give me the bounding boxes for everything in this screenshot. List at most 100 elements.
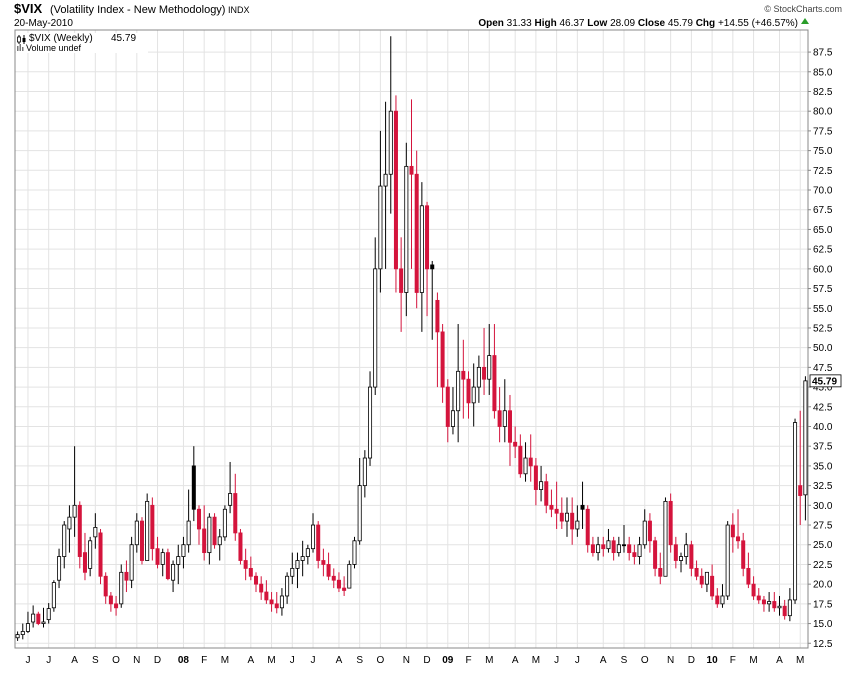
candle-body (155, 548, 160, 565)
x-tick-label: A (512, 655, 519, 666)
x-tick-label: A (600, 655, 607, 666)
y-tick-label: 45.0 (813, 383, 833, 394)
x-tick-label: J (25, 655, 30, 666)
x-tick-label: N (667, 655, 674, 666)
candle-body (704, 571, 709, 585)
candle-body (404, 165, 409, 293)
candle-body (212, 516, 217, 546)
quote-label: Open (478, 18, 504, 29)
candle-body (196, 508, 202, 530)
candle-body (596, 544, 601, 554)
candle-body (756, 595, 761, 601)
candle-body (326, 564, 331, 577)
candle-body (20, 631, 25, 635)
candle-body (331, 575, 336, 581)
candle-body (772, 601, 777, 609)
candle-body (77, 504, 82, 557)
y-tick-label: 32.5 (813, 481, 833, 492)
candle-body (570, 512, 575, 530)
volume-icon (17, 44, 24, 51)
y-tick-label: 20.0 (813, 580, 833, 591)
candle-body (119, 571, 124, 605)
chart-subtitle: (Volatility Index - New Methodology) (50, 4, 225, 16)
y-tick-label: 52.5 (813, 323, 833, 334)
candle-body (228, 493, 233, 506)
candle-body (295, 560, 300, 569)
y-tick-label: 15.0 (813, 619, 833, 630)
candle-body (160, 552, 165, 565)
candle-body (642, 520, 647, 546)
candle-body (616, 544, 621, 554)
x-tick-label: A (71, 655, 78, 666)
candle-body (793, 422, 798, 601)
candle-body (627, 544, 632, 554)
x-tick-label: M (532, 655, 540, 666)
candle-body (658, 567, 663, 577)
candle-body (456, 370, 461, 412)
candle-body (316, 524, 321, 561)
candle-body (419, 205, 424, 293)
x-tick-label: O (112, 655, 120, 666)
y-tick-label: 57.5 (813, 284, 833, 295)
x-tick-label: A (247, 655, 254, 666)
candle-body (715, 595, 720, 605)
candle-body (746, 567, 751, 585)
legend-bg (16, 33, 148, 53)
candle-body (409, 165, 414, 175)
candle-body (482, 366, 487, 380)
candle-body (254, 575, 259, 585)
candle-body (248, 567, 253, 577)
y-tick-label: 62.5 (813, 245, 833, 256)
candle-body (539, 481, 544, 490)
candle-body (435, 299, 440, 333)
y-tick-label: 80.0 (813, 107, 833, 118)
candle-body (150, 504, 155, 550)
candle-body (108, 595, 113, 605)
y-tick-label: 35.0 (813, 461, 833, 472)
candle-body (507, 410, 512, 443)
volume-label: Volume undef (26, 43, 82, 53)
candle-body (523, 457, 528, 475)
x-tick-label: M (267, 655, 275, 666)
candle-body (98, 532, 103, 577)
candle-body (533, 465, 538, 490)
candle-body (62, 524, 67, 557)
candle-body (259, 583, 264, 593)
y-tick-label: 77.5 (813, 126, 833, 137)
candle-body (321, 560, 326, 565)
candle-body (647, 520, 652, 542)
candle-body (720, 595, 725, 605)
candle-body (57, 556, 62, 581)
y-tick-label: 85.0 (813, 67, 833, 78)
candle-body (575, 520, 580, 530)
candle-body (181, 544, 186, 557)
quote-label: High (534, 18, 556, 29)
x-tick-label: M (796, 655, 804, 666)
candle-body (373, 268, 378, 388)
candle-body (590, 544, 595, 554)
candle-body (694, 567, 699, 577)
x-tick-label: 08 (178, 655, 190, 666)
y-tick-label: 72.5 (813, 166, 833, 177)
candle-body (347, 564, 352, 589)
candle-body (41, 621, 46, 624)
candle-body (580, 504, 585, 510)
candle-body (445, 386, 450, 427)
x-tick-label: M (485, 655, 493, 666)
candle-body (88, 540, 93, 569)
y-tick-label: 47.5 (813, 363, 833, 374)
x-tick-label: F (201, 655, 207, 666)
quote-line: Open 31.33 High 46.37 Low 28.09 Close 45… (478, 18, 798, 29)
candle-body (689, 544, 694, 569)
x-tick-label: 10 (707, 655, 719, 666)
candle-body (243, 560, 248, 569)
candle-body (25, 623, 30, 632)
candle-body (476, 366, 481, 388)
legend-icon (17, 35, 26, 44)
candle-body (601, 544, 606, 550)
legend-value: 45.79 (111, 33, 136, 44)
candle-body (471, 386, 476, 404)
candle-body (388, 110, 393, 175)
x-tick-label: J (290, 655, 295, 666)
candle-body (461, 370, 466, 380)
